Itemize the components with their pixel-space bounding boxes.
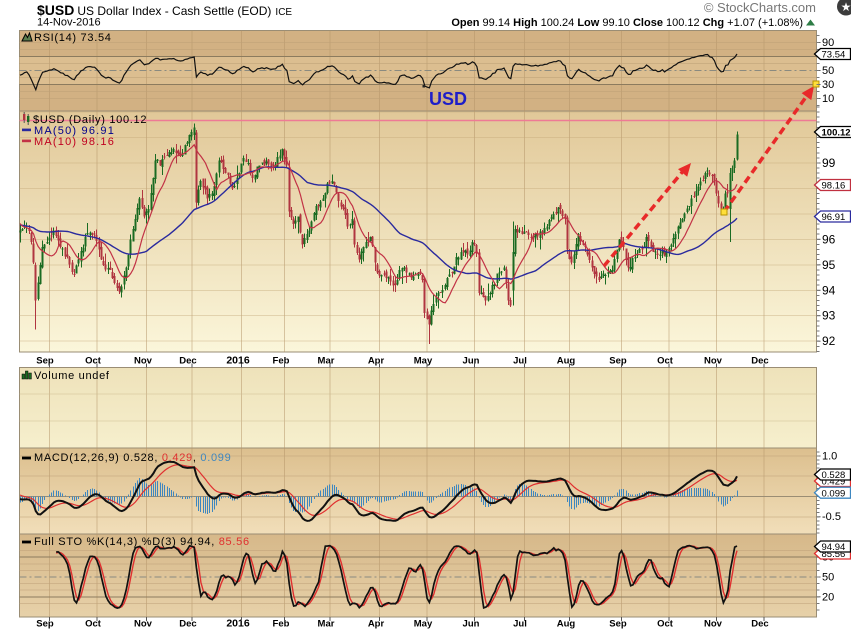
svg-text:Oct: Oct	[85, 356, 102, 367]
svg-text:Sep: Sep	[36, 619, 54, 630]
svg-text:Oct: Oct	[657, 619, 674, 630]
svg-text:Dec: Dec	[179, 619, 196, 630]
svg-text:Nov: Nov	[134, 356, 153, 367]
svg-text:50: 50	[822, 65, 834, 77]
svg-text:Sep: Sep	[609, 356, 627, 367]
svg-text:73.54: 73.54	[822, 50, 846, 61]
svg-text:1.0: 1.0	[822, 451, 837, 463]
svg-text:Volume undef: Volume undef	[34, 370, 110, 382]
svg-text:Mar: Mar	[318, 356, 335, 367]
svg-text:Apr: Apr	[368, 356, 385, 367]
svg-text:14-Nov-2016: 14-Nov-2016	[37, 17, 101, 29]
svg-text:93: 93	[822, 309, 836, 323]
svg-text:Aug: Aug	[557, 619, 576, 630]
svg-text:Oct: Oct	[657, 356, 674, 367]
svg-text:RSI(14) 73.54: RSI(14) 73.54	[34, 32, 112, 44]
svg-text:Dec: Dec	[751, 356, 768, 367]
svg-text:Feb: Feb	[273, 619, 290, 630]
svg-text:Dec: Dec	[179, 356, 196, 367]
svg-text:30: 30	[822, 79, 834, 91]
svg-text:© StockCharts.com: © StockCharts.com	[704, 0, 816, 15]
svg-text:Sep: Sep	[609, 619, 627, 630]
svg-text:2016: 2016	[226, 355, 250, 367]
svg-text:0.099: 0.099	[822, 488, 846, 499]
svg-text:2016: 2016	[226, 618, 250, 630]
svg-text:MACD(12,26,9) 0.528, 0.429, 0.: MACD(12,26,9) 0.528, 0.429, 0.099	[34, 452, 231, 464]
svg-text:Oct: Oct	[85, 619, 102, 630]
svg-text:Aug: Aug	[557, 356, 576, 367]
svg-text:Mar: Mar	[318, 619, 335, 630]
svg-text:Jun: Jun	[463, 356, 480, 367]
svg-text:92: 92	[822, 334, 836, 348]
svg-text:-0.5: -0.5	[822, 511, 841, 523]
svg-text:10: 10	[822, 93, 834, 105]
svg-text:May: May	[414, 356, 433, 367]
svg-text:Nov: Nov	[704, 356, 723, 367]
svg-text:Dec: Dec	[751, 619, 768, 630]
svg-text:Feb: Feb	[273, 356, 290, 367]
svg-text:100.12: 100.12	[822, 128, 851, 139]
svg-text:95: 95	[822, 258, 836, 272]
svg-text:96: 96	[822, 232, 836, 246]
svg-text:99: 99	[822, 156, 836, 170]
svg-text:98.16: 98.16	[822, 181, 846, 192]
svg-text:Apr: Apr	[368, 619, 385, 630]
svg-text:Full STO %K(14,3) %D(3) 94.94,: Full STO %K(14,3) %D(3) 94.94, 85.56	[34, 536, 250, 548]
svg-text:USD: USD	[429, 89, 467, 109]
svg-text:MA(10) 98.16: MA(10) 98.16	[34, 136, 115, 148]
svg-text:May: May	[414, 619, 433, 630]
svg-text:★: ★	[841, 0, 851, 14]
svg-text:94.94: 94.94	[822, 542, 846, 553]
svg-text:Nov: Nov	[134, 619, 153, 630]
svg-text:20: 20	[822, 591, 834, 603]
svg-text:94: 94	[822, 283, 836, 297]
svg-text:Sep: Sep	[36, 356, 54, 367]
svg-text:Nov: Nov	[704, 619, 723, 630]
svg-text:0.528: 0.528	[822, 470, 846, 481]
svg-text:96.91: 96.91	[822, 212, 846, 223]
svg-text:Jun: Jun	[463, 619, 480, 630]
svg-text:90: 90	[822, 37, 834, 49]
svg-text:Open 99.14 High 100.24 Low 99.: Open 99.14 High 100.24 Low 99.10 Close 1…	[451, 17, 803, 29]
svg-text:50: 50	[822, 572, 834, 584]
